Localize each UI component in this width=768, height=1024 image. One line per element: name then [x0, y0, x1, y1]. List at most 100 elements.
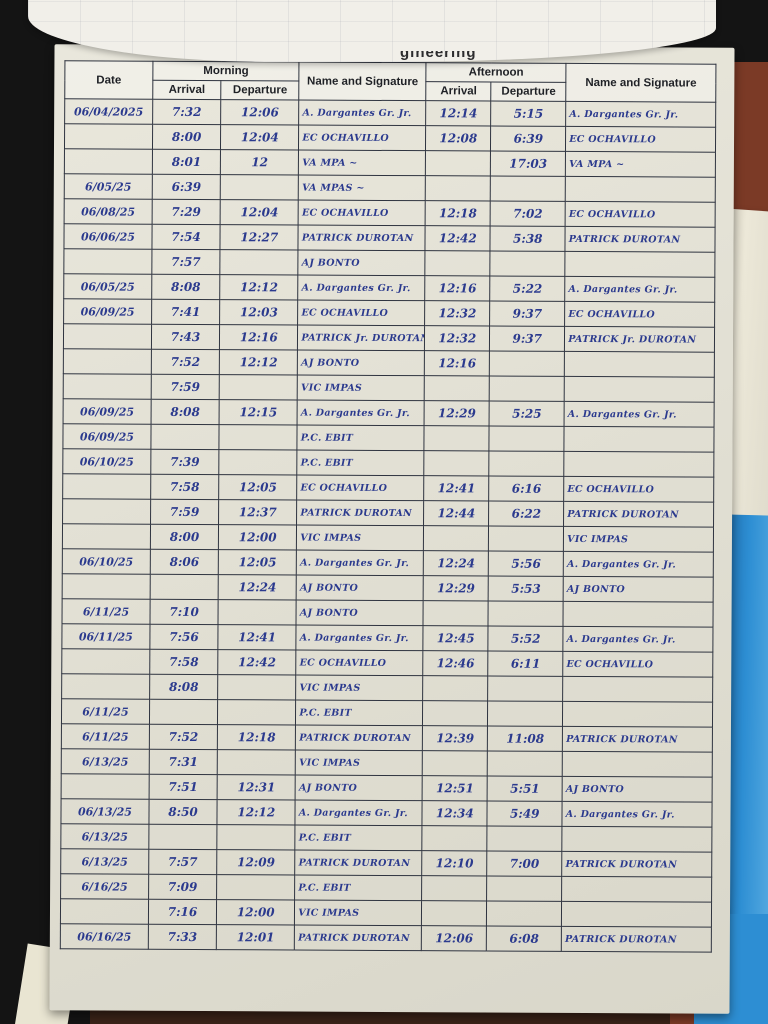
morning-arrival-cell: 7:52: [149, 724, 218, 750]
morning-arrival-cell: 8:08: [149, 674, 218, 700]
date-cell: [61, 673, 150, 700]
morning-departure-cell: [217, 824, 296, 850]
morning-arrival-cell: 7:16: [148, 899, 217, 925]
morning-arrival-cell: 7:29: [151, 199, 221, 225]
morning-arrival-cell: 7:33: [148, 924, 217, 950]
morning-arrival-cell: 7:43: [151, 324, 220, 350]
date-cell: 6/16/25: [60, 873, 149, 900]
afternoon-arrival-cell: 12:18: [425, 200, 491, 227]
afternoon-arrival-cell: [424, 375, 490, 402]
afternoon-arrival-cell: 12:29: [423, 575, 489, 602]
header-afternoon-arrival: Arrival: [426, 81, 492, 102]
date-cell: [62, 523, 151, 550]
morning-arrival-cell: 7:09: [148, 874, 217, 900]
morning-arrival-cell: 8:50: [148, 799, 218, 825]
header-date: Date: [64, 60, 153, 100]
table-row: 6/16/25 7:09 P.C. EBIT: [60, 873, 712, 903]
afternoon-name-cell: EC OCHAVILLO: [564, 301, 715, 328]
morning-name-cell: EC OCHAVILLO: [296, 650, 424, 676]
morning-arrival-cell: 8:08: [150, 399, 220, 425]
morning-departure-cell: 12:06: [220, 99, 300, 126]
morning-name-cell: VA MPA ~: [298, 150, 426, 176]
table-row: 6/11/25 7:52 12:18 PATRICK DUROTAN 12:39 11:0…: [61, 723, 713, 753]
afternoon-arrival-cell: 12:14: [425, 100, 492, 127]
table-row: 06/16/25 7:33 12:01 PATRICK DUROTAN 12:06 6:0…: [60, 923, 712, 953]
afternoon-name-cell: A. Dargantes Gr. Jr.: [564, 401, 715, 428]
afternoon-name-cell: [562, 826, 712, 853]
table-row: 06/09/25 P.C. EBIT: [62, 423, 715, 453]
date-cell: [63, 348, 152, 375]
afternoon-departure-cell: [488, 526, 564, 552]
afternoon-arrival-cell: [422, 750, 488, 777]
morning-departure-cell: [216, 874, 296, 900]
afternoon-name-cell: [564, 351, 715, 378]
table-row: 7:43 12:16 PATRICK Jr. DUROTAN 12:32 9:37 PAT…: [63, 323, 715, 353]
afternoon-departure-cell: 5:25: [489, 401, 565, 427]
morning-departure-cell: 12: [220, 149, 299, 176]
afternoon-arrival-cell: [421, 875, 488, 902]
afternoon-name-cell: PATRICK DUROTAN: [561, 926, 712, 953]
morning-departure-cell: 12:05: [218, 474, 298, 501]
afternoon-arrival-cell: 12:34: [422, 800, 488, 827]
afternoon-departure-cell: 9:37: [489, 326, 565, 352]
morning-departure-cell: [217, 674, 297, 700]
afternoon-name-cell: PATRICK DUROTAN: [565, 226, 716, 253]
morning-name-cell: EC OCHAVILLO: [298, 125, 426, 151]
afternoon-name-cell: EC OCHAVILLO: [565, 126, 716, 153]
morning-arrival-cell: 7:39: [150, 449, 220, 475]
header-afternoon-departure: Departure: [491, 82, 567, 102]
morning-departure-cell: 12:04: [220, 199, 299, 226]
afternoon-arrival-cell: 12:10: [421, 850, 488, 877]
afternoon-arrival-cell: [421, 900, 487, 927]
afternoon-name-cell: PATRICK DUROTAN: [561, 851, 712, 878]
morning-name-cell: EC OCHAVILLO: [296, 475, 425, 501]
morning-departure-cell: 12:12: [219, 349, 298, 376]
date-cell: 06/10/25: [62, 548, 151, 575]
morning-name-cell: P.C. EBIT: [297, 450, 425, 476]
morning-name-cell: PATRICK Jr. DUROTAN: [297, 325, 425, 351]
morning-name-cell: VIC IMPAS: [295, 674, 423, 701]
afternoon-arrival-cell: [424, 425, 490, 452]
afternoon-departure-cell: 6:22: [488, 501, 564, 527]
afternoon-arrival-cell: 12:08: [425, 125, 491, 152]
header-afternoon: Afternoon: [426, 62, 567, 83]
header-morning-departure: Departure: [220, 80, 300, 101]
afternoon-departure-cell: 5:38: [490, 226, 566, 252]
afternoon-name-cell: [562, 676, 713, 703]
afternoon-name-cell: VA MPA ~: [565, 151, 716, 178]
morning-departure-cell: 12:24: [218, 574, 297, 601]
morning-departure-cell: [220, 249, 299, 276]
date-cell: [61, 773, 150, 800]
morning-departure-cell: 12:18: [217, 724, 296, 750]
morning-departure-cell: 12:05: [218, 549, 297, 576]
morning-arrival-cell: 7:58: [149, 649, 219, 675]
morning-name-cell: VA MPAS ~: [298, 175, 426, 201]
date-cell: [62, 473, 151, 500]
afternoon-departure-cell: 17:03: [490, 151, 566, 177]
date-cell: 06/05/25: [63, 273, 152, 300]
morning-departure-cell: 12:03: [219, 299, 299, 326]
date-cell: 06/06/25: [63, 223, 152, 250]
afternoon-departure-cell: [486, 901, 562, 927]
morning-arrival-cell: 8:01: [152, 149, 221, 175]
afternoon-departure-cell: [486, 876, 562, 902]
table-row: 8:00 12:04 EC OCHAVILLO 12:08 6:39 EC OCHAVIL…: [64, 123, 716, 153]
date-cell: [64, 123, 153, 150]
afternoon-arrival-cell: 12:16: [424, 275, 491, 302]
log-table-body: 06/04/2025 7:32 12:06 A. Dargantes Gr. Jr. 1…: [60, 98, 716, 953]
morning-departure-cell: 12:09: [216, 849, 296, 875]
afternoon-arrival-cell: 12:29: [424, 400, 490, 427]
afternoon-arrival-cell: [425, 175, 491, 202]
afternoon-name-cell: [563, 451, 714, 478]
afternoon-name-cell: [562, 751, 713, 778]
afternoon-departure-cell: 7:02: [490, 201, 566, 227]
afternoon-name-cell: [561, 876, 712, 903]
table-row: 7:16 12:00 VIC IMPAS: [60, 898, 712, 928]
date-cell: 06/04/2025: [64, 98, 153, 125]
afternoon-arrival-cell: [422, 700, 488, 727]
morning-name-cell: AJ BONTO: [298, 250, 426, 276]
morning-name-cell: PATRICK DUROTAN: [295, 724, 423, 751]
morning-arrival-cell: 6:39: [152, 174, 221, 200]
afternoon-name-cell: [564, 426, 715, 453]
table-row: 7:52 12:12 AJ BONTO 12:16: [63, 348, 715, 378]
